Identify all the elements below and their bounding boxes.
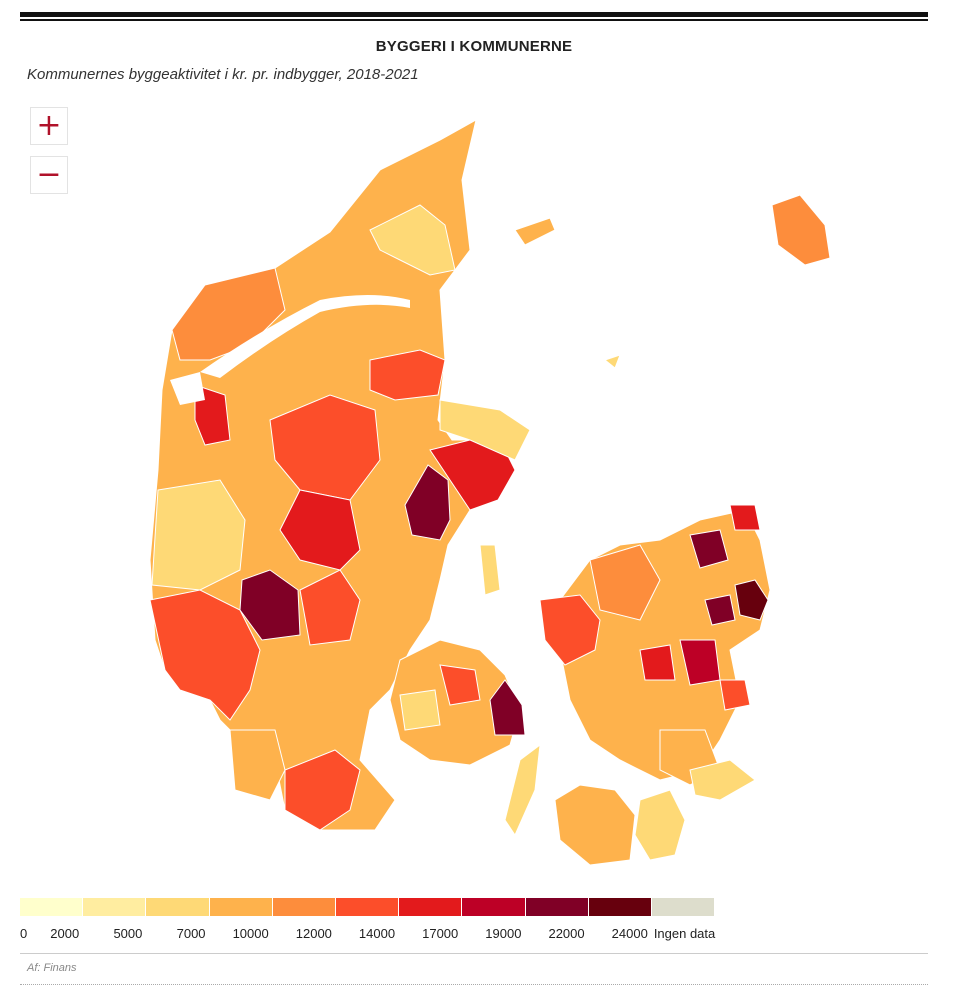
legend-tick-label: 5000 (113, 926, 143, 941)
zoom-out-button[interactable]: − (30, 156, 68, 194)
region-hillerod-dark (689, 529, 729, 569)
legend-swatch (272, 898, 335, 916)
legend-tick-label: 14000 (358, 926, 396, 941)
credit-text: Af: Finans (27, 962, 77, 974)
footer-dotted-rule (20, 984, 928, 985)
legend-tick-label: 19000 (485, 926, 522, 941)
legend-tick-label: 0 (20, 926, 28, 941)
legend-tick-label: 24000 (611, 926, 648, 941)
legend-tick-label: 2000 (50, 926, 80, 941)
region-southjutland-red (284, 749, 361, 831)
region-djursland-light (439, 399, 531, 461)
legend-tick-label: 22000 (548, 926, 585, 941)
denmark-choropleth-map[interactable] (0, 0, 960, 890)
region-helsingor-red (729, 504, 761, 531)
legend-swatch (335, 898, 399, 916)
legend-no-data-label: Ingen data (653, 926, 716, 941)
zoom-in-button[interactable]: + (30, 107, 68, 145)
limfjord-west (170, 372, 205, 405)
limfjord (200, 295, 410, 378)
region-southwest (229, 729, 286, 801)
map-subtitle: Kommunernes byggeaktivitet i kr. pr. ind… (27, 66, 419, 83)
region-north-tip (369, 204, 456, 276)
region-langeland (504, 743, 541, 837)
region-central-red (269, 394, 381, 501)
footer-rule (20, 953, 928, 954)
region-falster (634, 789, 686, 861)
region-zealand-west-red (539, 594, 601, 666)
region-zealand-north (589, 544, 661, 621)
region-mon (689, 759, 756, 801)
legend-tick-label: 10000 (232, 926, 269, 941)
legend-tick-label: 17000 (422, 926, 459, 941)
region-bornholm (771, 194, 831, 266)
region-samso (479, 544, 501, 596)
region-odense-dark (489, 679, 526, 736)
region-ringsted-red (639, 644, 676, 681)
legend-swatch (146, 898, 209, 916)
legend-swatch (588, 898, 651, 916)
region-laeso (514, 217, 556, 246)
legend-swatch (399, 898, 462, 916)
legend-swatch (462, 898, 525, 916)
region-funen-light (399, 689, 441, 731)
region-koge-red (719, 679, 751, 711)
region-south-red (299, 569, 361, 646)
region-west-coast (149, 589, 261, 721)
region-copenhagen-dark2 (704, 594, 736, 626)
legend-swatch (651, 898, 715, 916)
region-west-central (151, 479, 246, 591)
legend-swatch (209, 898, 272, 916)
top-rule-thin (20, 19, 928, 21)
region-anholt (603, 354, 621, 369)
region-herning-dark (239, 569, 301, 641)
region-funen-red (439, 664, 481, 706)
region-lolland (554, 784, 636, 866)
color-legend (20, 898, 715, 918)
legend-swatch (83, 898, 146, 916)
legend-tick-label: 7000 (176, 926, 206, 941)
region-copenhagen-dark (734, 579, 769, 621)
region-mariager-red (369, 349, 446, 401)
legend-tick-label: 12000 (295, 926, 332, 941)
legend-swatch (525, 898, 588, 916)
top-rule-thick (20, 12, 928, 17)
region-aarhus-dark (404, 464, 451, 541)
legend-ticks: 0 2000 5000 7000 10000 12000 14000 17000 19000 22… (0, 926, 960, 944)
legend-swatch (20, 898, 83, 916)
map-title: BYGGERI I KOMMUNERNE (375, 38, 573, 55)
